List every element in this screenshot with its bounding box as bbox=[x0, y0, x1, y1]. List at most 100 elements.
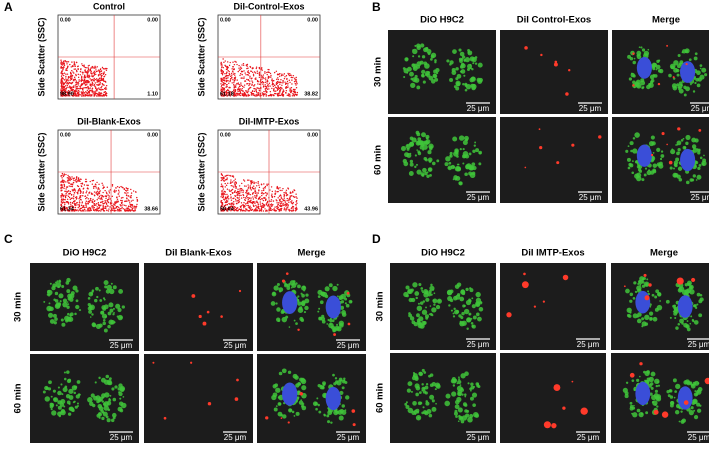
event-dot bbox=[119, 210, 120, 211]
event-dot bbox=[227, 188, 228, 189]
event-dot bbox=[125, 201, 126, 202]
event-dot bbox=[80, 179, 81, 180]
green-signal bbox=[649, 141, 654, 146]
green-signal bbox=[113, 308, 115, 310]
event-dot bbox=[229, 74, 230, 75]
event-dot bbox=[86, 67, 87, 68]
scale-bar-label: 25 μm bbox=[691, 193, 709, 202]
green-signal bbox=[407, 381, 412, 386]
green-signal bbox=[636, 84, 639, 87]
event-dot bbox=[263, 188, 264, 189]
event-dot bbox=[61, 74, 62, 75]
green-signal bbox=[426, 73, 430, 77]
event-dot bbox=[96, 71, 97, 72]
event-dot bbox=[221, 71, 222, 72]
event-dot bbox=[267, 89, 268, 90]
event-dot bbox=[250, 67, 251, 68]
green-signal bbox=[653, 152, 655, 154]
event-dot bbox=[80, 69, 81, 70]
green-signal bbox=[670, 401, 674, 405]
event-dot bbox=[124, 192, 125, 193]
green-signal bbox=[329, 319, 332, 322]
green-signal bbox=[455, 415, 458, 418]
event-dot bbox=[69, 185, 70, 186]
green-signal bbox=[627, 314, 630, 317]
green-signal bbox=[697, 409, 701, 413]
event-dot bbox=[287, 86, 288, 87]
green-signal bbox=[669, 389, 672, 392]
green-signal bbox=[459, 181, 463, 185]
green-signal bbox=[300, 399, 302, 401]
event-dot bbox=[249, 83, 250, 84]
green-signal bbox=[639, 412, 644, 417]
event-dot bbox=[243, 65, 244, 66]
event-dot bbox=[223, 188, 224, 189]
event-dot bbox=[263, 85, 264, 86]
event-dot bbox=[266, 82, 267, 83]
event-dot bbox=[69, 85, 70, 86]
green-signal bbox=[64, 371, 66, 373]
green-signal bbox=[118, 289, 123, 294]
green-signal bbox=[297, 396, 300, 399]
green-signal bbox=[54, 317, 58, 321]
green-signal bbox=[470, 383, 473, 386]
green-signal bbox=[633, 405, 635, 407]
event-dot bbox=[247, 193, 248, 194]
green-signal bbox=[69, 395, 74, 400]
event-dot bbox=[237, 93, 238, 94]
event-dot bbox=[90, 90, 91, 91]
green-signal bbox=[87, 397, 93, 403]
green-signal bbox=[414, 291, 419, 296]
event-dot bbox=[80, 87, 81, 88]
event-dot bbox=[226, 198, 227, 199]
green-signal bbox=[291, 287, 293, 289]
nucleus bbox=[282, 291, 297, 314]
green-signal bbox=[342, 386, 345, 389]
event-dot bbox=[92, 88, 93, 89]
green-signal bbox=[401, 146, 406, 151]
event-dot bbox=[222, 177, 223, 178]
green-signal bbox=[47, 290, 53, 296]
green-signal bbox=[642, 281, 645, 284]
green-signal bbox=[478, 63, 483, 68]
green-signal bbox=[414, 413, 416, 415]
quadrant-value: 43.96 bbox=[304, 206, 318, 212]
image-background bbox=[144, 263, 253, 351]
column-header: DiO H9C2 bbox=[421, 248, 465, 259]
event-dot bbox=[262, 198, 263, 199]
green-signal bbox=[318, 295, 321, 298]
event-dot bbox=[82, 192, 83, 193]
event-dot bbox=[106, 193, 107, 194]
event-dot bbox=[105, 74, 106, 75]
scale-bar-label: 25 μm bbox=[224, 341, 247, 350]
event-dot bbox=[249, 198, 250, 199]
event-dot bbox=[294, 196, 295, 197]
green-signal bbox=[297, 284, 301, 288]
event-dot bbox=[270, 201, 271, 202]
event-dot bbox=[79, 209, 80, 210]
green-signal bbox=[697, 167, 700, 170]
red-signal bbox=[220, 315, 223, 318]
event-dot bbox=[104, 200, 105, 201]
green-signal bbox=[638, 54, 640, 56]
panel-label: C bbox=[4, 232, 13, 246]
event-dot bbox=[247, 197, 248, 198]
event-dot bbox=[229, 71, 230, 72]
green-signal bbox=[421, 132, 426, 137]
event-dot bbox=[81, 83, 82, 84]
event-dot bbox=[252, 193, 253, 194]
event-dot bbox=[240, 95, 241, 96]
event-dot bbox=[60, 181, 61, 182]
event-dot bbox=[101, 78, 102, 79]
event-dot bbox=[279, 73, 280, 74]
event-dot bbox=[256, 195, 257, 196]
event-dot bbox=[288, 199, 289, 200]
green-signal bbox=[43, 391, 46, 394]
event-dot bbox=[66, 195, 67, 196]
red-signal bbox=[568, 69, 570, 71]
event-dot bbox=[222, 81, 223, 82]
event-dot bbox=[95, 88, 96, 89]
green-signal bbox=[478, 162, 481, 165]
event-dot bbox=[286, 78, 287, 79]
event-dot bbox=[235, 95, 236, 96]
